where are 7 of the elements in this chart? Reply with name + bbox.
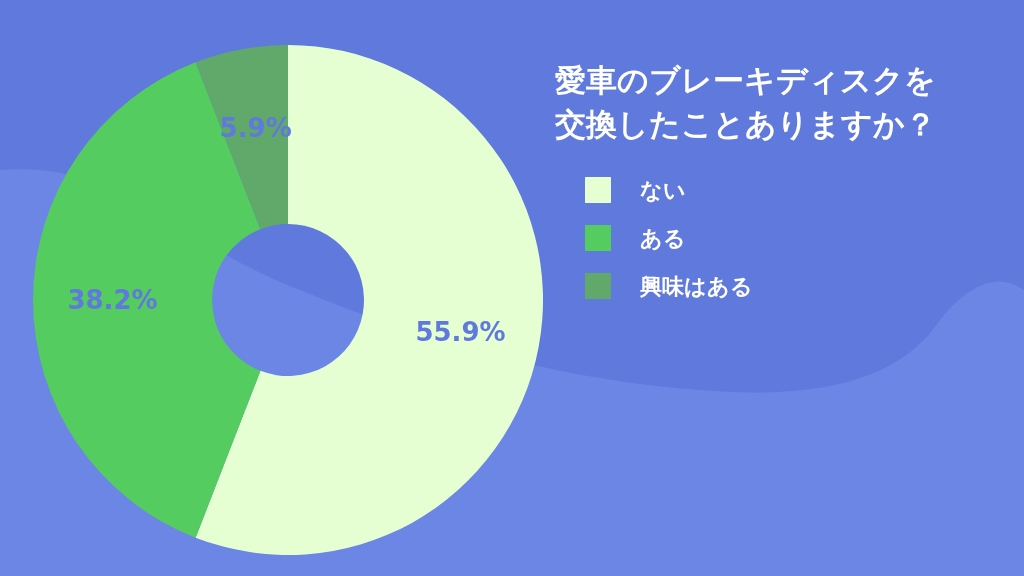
text: 愛車のブレーキディスクを交換したことありますか？ [553, 62, 936, 142]
legend-label: ある [640, 225, 686, 251]
data-label: 55.9% [415, 317, 506, 348]
donut-slice [195, 45, 543, 555]
legend-label: 興味はある [639, 273, 753, 299]
legend-label: ない [640, 177, 686, 203]
data-label: 38.2% [67, 285, 158, 315]
